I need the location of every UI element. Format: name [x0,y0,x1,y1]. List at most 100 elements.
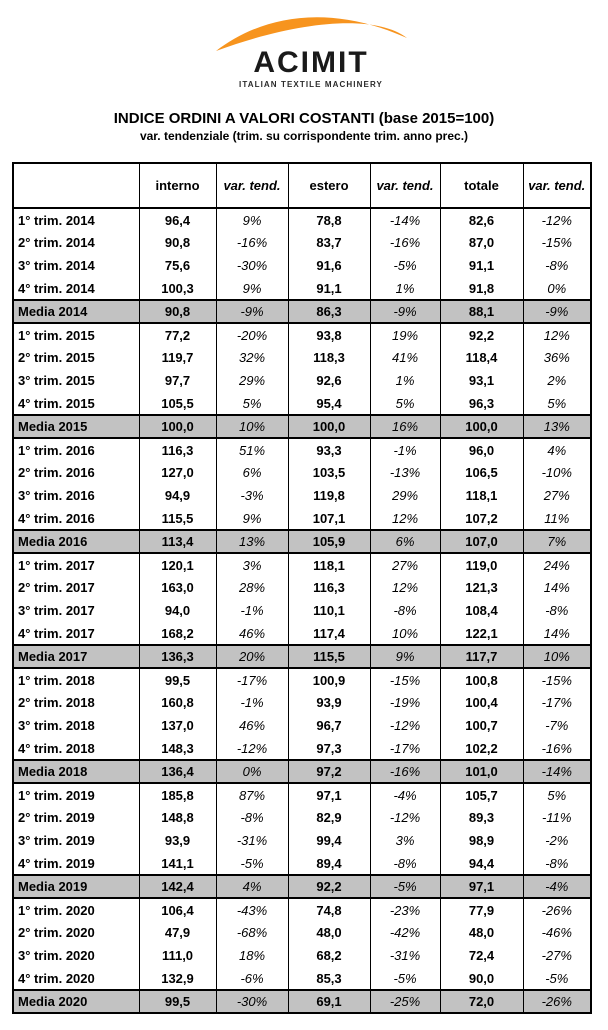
var-tend-value: 32% [215,346,288,369]
table-row: 1° trim. 2020 106,4 -43% 74,8 -23% 77,9 -26% [13,898,591,921]
table-row: 2° trim. 2019 148,8 -8% 82,9 -12% 89,3 -11% [13,806,591,829]
row-label: 3° trim. 2020 [18,948,95,963]
row-label: Media 2019 [13,874,139,899]
row-label: 2° trim. 2015 [18,350,95,365]
table-row: 4° trim. 2019 141,1 -5% 89,4 -8% 94,4 -8% [13,852,591,875]
index-value: 69,1 [287,989,370,1014]
table-row: 3° trim. 2020 111,0 18% 68,2 -31% 72,4 -27% [13,944,591,967]
index-value: 100,8 [439,668,523,691]
index-value: 99,5 [138,989,216,1014]
index-value: 90,8 [138,299,216,324]
row-label: Media 2015 [13,414,139,439]
index-value: 98,9 [439,829,523,852]
row-label: 4° trim. 2014 [18,280,95,296]
column-header: estero [287,163,370,209]
table-row: 4° trim. 2018 148,3 -12% 97,3 -17% 102,2 -16% [13,737,591,760]
column-header: var. tend. [215,163,288,209]
column-header: var. tend. [522,163,591,209]
var-tend-value: -20% [215,323,288,346]
index-value: 113,4 [138,529,216,554]
var-tend-value: -23% [369,898,440,921]
index-value: 102,2 [439,737,523,760]
index-value: 91,6 [287,254,370,277]
index-value: 94,4 [439,852,523,875]
table-row: 2° trim. 2016 127,0 6% 103,5 -13% 106,5 -10% [13,461,591,484]
var-tend-value: 19% [369,323,440,346]
var-tend-value: 12% [369,576,440,599]
var-tend-value: 5% [522,392,591,415]
var-tend-value: -31% [215,829,288,852]
table-row: 3° trim. 2019 93,9 -31% 99,4 3% 98,9 -2% [13,829,591,852]
index-value: 137,0 [138,714,216,737]
var-tend-value: -31% [369,944,440,967]
table-row: 3° trim. 2016 94,9 -3% 119,8 29% 118,1 27% [13,484,591,507]
index-value: 100,4 [439,691,523,714]
table-row: 1° trim. 2019 185,8 87% 97,1 -4% 105,7 5% [13,783,591,806]
var-tend-value: 5% [215,392,288,415]
index-value: 148,3 [138,737,216,760]
table-header: interno var. tend. estero var. tend. totale v… [13,163,591,209]
orders-index-table: interno var. tend. estero var. tend. totale v… [12,162,592,1014]
var-tend-value: 87% [215,783,288,806]
index-value: 93,3 [287,438,370,461]
index-value: 78,8 [287,208,370,231]
media-row: Media 2014 90,8 -9% 86,3 -9% 88,1 -9% [13,299,591,324]
var-tend-value: 12% [522,323,591,346]
var-tend-value: -6% [215,967,288,990]
index-value: 99,5 [138,668,216,691]
index-value: 185,8 [138,783,216,806]
row-label: 3° trim. 2014 [18,258,95,273]
var-tend-value: -68% [215,921,288,944]
index-value: 94,9 [138,484,216,507]
var-tend-value: -15% [522,231,591,254]
var-tend-value: 4% [215,874,288,899]
var-tend-value: 29% [215,369,288,392]
var-tend-value: -9% [522,299,591,324]
table-row: 2° trim. 2018 160,8 -1% 93,9 -19% 100,4 -17% [13,691,591,714]
media-row: Media 2015 100,0 10% 100,0 16% 100,0 13% [13,414,591,439]
var-tend-value: -12% [215,737,288,760]
row-label: 1° trim. 2019 [18,787,95,803]
var-tend-value: -16% [369,231,440,254]
row-label: 2° trim. 2019 [18,810,95,825]
var-tend-value: -30% [215,254,288,277]
table-row: 1° trim. 2018 99,5 -17% 100,9 -15% 100,8 -15% [13,668,591,691]
row-label: 2° trim. 2020 [18,925,95,940]
var-tend-value: 9% [215,507,288,530]
table-row: 1° trim. 2017 120,1 3% 118,1 27% 119,0 24% [13,553,591,576]
column-header: var. tend. [369,163,440,209]
row-label: 2° trim. 2014 [18,235,95,250]
corner-header [13,163,139,209]
row-label: 1° trim. 2015 [18,327,95,343]
row-label: 4° trim. 2015 [18,395,95,411]
var-tend-value: 14% [522,622,591,645]
var-tend-value: -14% [369,208,440,231]
var-tend-value: -5% [369,254,440,277]
table-row: 2° trim. 2017 163,0 28% 116,3 12% 121,3 14% [13,576,591,599]
index-value: 107,1 [287,507,370,530]
index-value: 90,8 [138,231,216,254]
index-value: 47,9 [138,921,216,944]
index-value: 120,1 [138,553,216,576]
row-label: 1° trim. 2014 [18,212,95,228]
row-label: 2° trim. 2018 [18,695,95,710]
index-value: 75,6 [138,254,216,277]
index-value: 72,0 [439,989,523,1014]
index-value: 168,2 [138,622,216,645]
var-tend-value: -9% [215,299,288,324]
index-value: 163,0 [138,576,216,599]
media-row: Media 2019 142,4 4% 92,2 -5% 97,1 -4% [13,874,591,899]
index-value: 117,7 [439,644,523,669]
index-value: 93,9 [138,829,216,852]
var-tend-value: 12% [369,507,440,530]
index-value: 136,4 [138,759,216,784]
logo-tagline: ITALIAN TEXTILE MACHINERY [239,80,383,89]
var-tend-value: -5% [215,852,288,875]
var-tend-value: 0% [215,759,288,784]
logo-swoosh-icon [216,17,407,51]
var-tend-value: -13% [369,461,440,484]
media-row: Media 2016 113,4 13% 105,9 6% 107,0 7% [13,529,591,554]
var-tend-value: -8% [215,806,288,829]
var-tend-value: -42% [369,921,440,944]
